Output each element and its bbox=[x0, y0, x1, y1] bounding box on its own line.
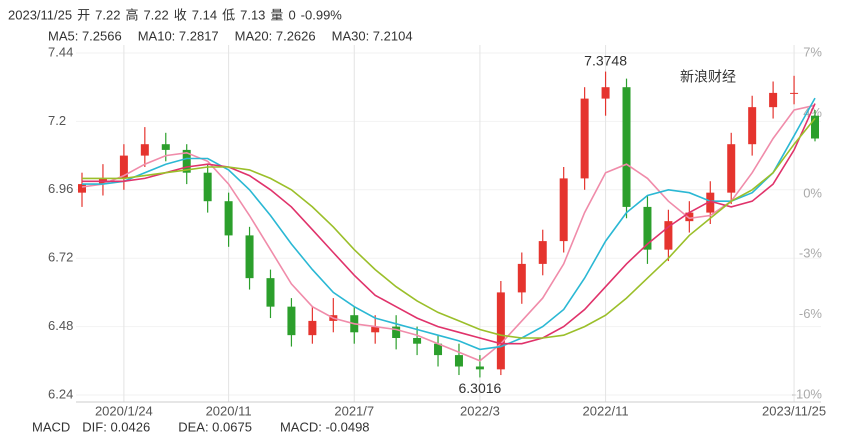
y-tick-label: 6.24 bbox=[48, 386, 73, 401]
y2-tick-label: 7% bbox=[803, 44, 822, 59]
candle-body bbox=[769, 92, 778, 108]
header-label: 量 bbox=[270, 7, 283, 22]
ma-line bbox=[82, 103, 816, 345]
x-tick-label: 2022/3 bbox=[460, 403, 500, 418]
macd-label: MACD bbox=[32, 419, 70, 434]
candle-body bbox=[287, 306, 296, 336]
candle-body bbox=[413, 338, 422, 344]
y2-tick-label: 0% bbox=[803, 185, 822, 200]
ma-line bbox=[81, 104, 816, 362]
ma-line bbox=[82, 97, 816, 351]
candle-body bbox=[434, 343, 443, 356]
candle-body bbox=[601, 87, 610, 99]
candle-body bbox=[475, 366, 484, 370]
candle-body bbox=[161, 144, 170, 150]
candle-body bbox=[538, 241, 547, 264]
header-value: 7.22 bbox=[143, 7, 168, 22]
header-value: 7.14 bbox=[192, 7, 217, 22]
header-value: 7.13 bbox=[240, 7, 265, 22]
candle-body bbox=[245, 235, 254, 279]
watermark: 新浪财经 bbox=[680, 69, 736, 85]
legend-entry: MA20: 7.2626 bbox=[235, 28, 316, 43]
candle-body bbox=[371, 326, 380, 333]
candle-body bbox=[140, 144, 149, 156]
legend-entry: MA10: 7.2817 bbox=[138, 28, 219, 43]
macd-item: MACD: -0.0498 bbox=[280, 419, 370, 434]
legend-entry: MA30: 7.2104 bbox=[332, 28, 413, 43]
macd-item: DIF: 0.0426 bbox=[82, 419, 150, 434]
candle-body bbox=[78, 184, 86, 193]
x-tick-label: 2020/1/24 bbox=[95, 403, 153, 418]
candle-body bbox=[266, 278, 275, 307]
candle-body bbox=[517, 263, 526, 293]
x-tick-label: 2023/11/25 bbox=[762, 403, 826, 418]
candle-body bbox=[119, 155, 128, 179]
y2-tick-label: -6% bbox=[799, 306, 823, 321]
y-tick-label: 7.44 bbox=[48, 44, 73, 59]
header-label: 收 bbox=[174, 7, 187, 22]
y2-tick-label: -3% bbox=[799, 246, 823, 261]
x-tick-label: 2020/11 bbox=[206, 403, 252, 418]
header-label: 开 bbox=[77, 7, 90, 22]
candle-body bbox=[580, 98, 589, 179]
annotation: 6.3016 bbox=[459, 380, 502, 396]
header-change: -0.99% bbox=[301, 7, 343, 22]
y-tick-label: 6.96 bbox=[48, 181, 73, 196]
x-tick-label: 2022/11 bbox=[583, 403, 629, 418]
y-tick-label: 7.2 bbox=[48, 113, 66, 128]
candle-body bbox=[559, 178, 568, 242]
candle-body bbox=[622, 87, 631, 207]
header-value: 0 bbox=[288, 7, 295, 22]
ma-line bbox=[82, 117, 816, 339]
candle-body bbox=[790, 92, 799, 94]
candle-body bbox=[664, 221, 673, 250]
candle-body bbox=[643, 206, 652, 250]
candle-body bbox=[182, 149, 191, 173]
candle-body bbox=[496, 292, 505, 370]
y-tick-label: 6.48 bbox=[48, 318, 73, 333]
candle-body bbox=[224, 201, 233, 236]
x-tick-label: 2021/7 bbox=[334, 403, 374, 418]
macd-item: DEA: 0.0675 bbox=[178, 419, 252, 434]
candle-body bbox=[727, 144, 736, 193]
legend-entry: MA5: 7.2566 bbox=[48, 28, 122, 43]
header-value: 7.22 bbox=[95, 7, 120, 22]
header-label: 高 bbox=[125, 7, 138, 22]
y2-tick-label: -10% bbox=[792, 386, 823, 401]
header-label: 低 bbox=[222, 7, 235, 22]
y-tick-label: 6.72 bbox=[48, 250, 73, 265]
annotation: 7.3748 bbox=[584, 52, 627, 68]
candle-body bbox=[454, 355, 463, 367]
candle-body bbox=[203, 172, 212, 202]
candle-body bbox=[392, 326, 401, 338]
candle-body bbox=[811, 115, 819, 139]
candle-body bbox=[748, 107, 757, 145]
candle-body bbox=[308, 320, 317, 336]
candle-body bbox=[706, 192, 715, 213]
candle-body bbox=[685, 212, 694, 222]
header-date: 2023/11/25 bbox=[8, 7, 72, 22]
